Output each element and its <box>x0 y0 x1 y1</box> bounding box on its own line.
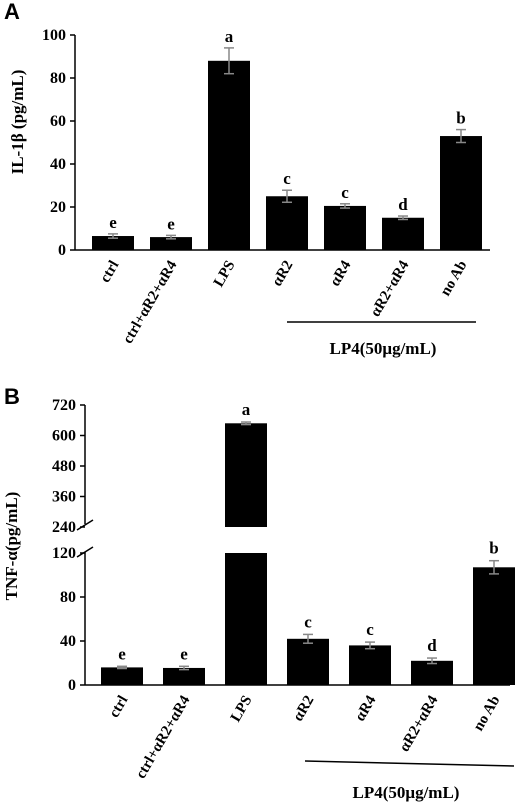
panel-b-axis-break-mark <box>76 519 94 531</box>
panel-b-category-label: LPS <box>228 693 256 725</box>
panel-b-bar-upper-segment <box>225 423 267 527</box>
panel-a-significance-label: e <box>109 213 117 232</box>
panel-b-bar <box>163 667 205 685</box>
panel-b-letter: B <box>4 384 20 409</box>
panel-b-y-axis-label: TNF-α(pg/mL) <box>2 492 21 601</box>
panel-b-category-labels: ctrl ctrl+αR2+αR4 LPS αR2 αR4 αR2+αR4 no Ab <box>106 693 503 782</box>
panel-a-bar <box>324 205 366 250</box>
panel-a-y-tick-label: 80 <box>50 70 66 87</box>
panel-a-significance-label: d <box>398 195 408 214</box>
panel-a-group-label: LP4(50μg/mL) <box>330 339 437 358</box>
panel-b-category-label: ctrl+αR2+αR4 <box>133 693 194 782</box>
panel-b-significance-label: b <box>489 539 498 558</box>
panel-b-y-tick-label: 360 <box>52 489 76 506</box>
panel-a-significance-label: a <box>225 27 234 46</box>
panel-b-significance-label: a <box>242 400 251 419</box>
panel-b-bar <box>287 638 329 685</box>
panel-b-bar <box>473 567 515 685</box>
panel-b-significance-label: c <box>304 612 312 631</box>
panel-b-bar <box>349 645 391 685</box>
panel-a-significance-label: b <box>456 109 465 128</box>
panel-a-y-tick-label: 0 <box>58 242 66 259</box>
panel-b-y-tick-label: 0 <box>68 677 76 694</box>
panel-a-letter: A <box>4 0 20 24</box>
panel-a-category-label: ctrl <box>97 258 122 285</box>
panel-a-bar <box>150 237 192 250</box>
panel-b-axis-break-mark <box>76 546 94 558</box>
panel-b-significance-label: e <box>118 644 126 663</box>
panel-b-y-tick-label: 600 <box>52 428 76 445</box>
panel-b-bar <box>101 667 143 685</box>
panel-a-y-axis-label: IL-1β (pg/mL) <box>8 70 27 175</box>
panel-b-category-label: no Ab <box>471 693 504 734</box>
panel-b-category-label: αR2+αR4 <box>397 693 442 755</box>
panel-a-bar <box>382 217 424 250</box>
panel-a-significance-label: c <box>283 169 291 188</box>
panel-a-bar <box>440 136 482 250</box>
panel-a-category-label: LPS <box>211 258 239 290</box>
panel-a-category-label: αR2+αR4 <box>368 258 413 320</box>
panel-a-y-ticks: 0 20 40 60 80 100 <box>42 27 490 259</box>
panel-a-bar <box>266 196 308 250</box>
panel-b-category-label: αR2 <box>290 693 317 724</box>
panel-a: A IL-1β (pg/mL) 0 20 40 60 80 100 e e a c c d b ctr… <box>4 0 490 358</box>
panel-a-bars: e e a c c d b <box>92 27 482 250</box>
panel-b-y-tick-label: 80 <box>60 589 76 606</box>
panel-b-group-label: LP4(50μg/mL) <box>353 783 460 802</box>
panel-b-bars: e e a c c d b <box>101 400 515 685</box>
panel-a-y-tick-label: 60 <box>50 113 66 130</box>
panel-b-group-bracket <box>304 760 515 767</box>
panel-b: B TNF-α(pg/mL) 240 360 480 600 720 0 40 80 120 e… <box>2 384 515 802</box>
panel-b-category-label: ctrl <box>106 693 131 720</box>
panel-a-category-label: αR2 <box>269 258 296 289</box>
panel-b-y-tick-label: 120 <box>52 545 76 562</box>
panel-a-y-tick-label: 100 <box>42 27 66 44</box>
panel-b-significance-label: d <box>427 636 437 655</box>
panel-b-bar <box>411 660 453 685</box>
panel-a-y-tick-label: 40 <box>50 156 66 173</box>
panel-b-significance-label: c <box>366 620 374 639</box>
panel-b-category-label: αR4 <box>352 693 379 725</box>
panel-b-y-tick-label: 240 <box>52 519 76 536</box>
panel-b-y-tick-label: 40 <box>60 633 76 650</box>
panel-a-significance-label: e <box>167 214 175 233</box>
panel-a-bar <box>92 236 134 250</box>
panel-a-category-label: αR4 <box>327 258 354 290</box>
panel-b-bar <box>225 553 267 685</box>
panel-a-y-tick-label: 20 <box>50 199 66 216</box>
panel-a-bar <box>208 60 250 250</box>
panel-a-significance-label: c <box>341 183 349 202</box>
panel-b-significance-label: e <box>180 644 188 663</box>
panel-b-y-tick-label: 720 <box>52 397 76 414</box>
panel-b-y-tick-label: 480 <box>52 458 76 475</box>
panel-a-category-label: ctrl+αR2+αR4 <box>120 258 181 347</box>
panel-a-category-label: no Ab <box>438 258 471 299</box>
